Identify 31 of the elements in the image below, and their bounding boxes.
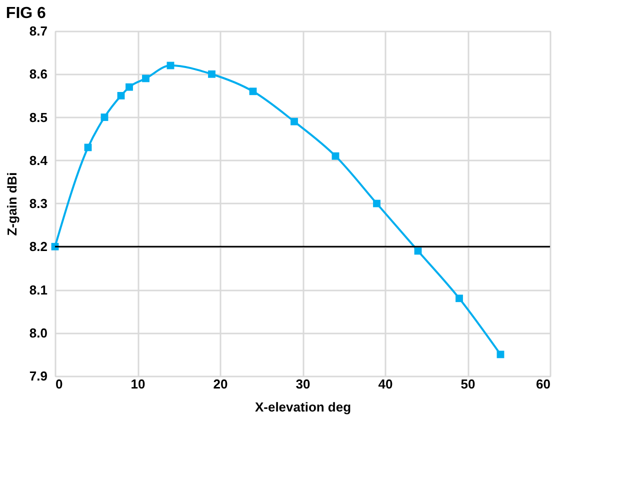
y-axis-title: Z-gain dBi — [4, 172, 20, 236]
y-tick-label: 7.9 — [29, 368, 48, 384]
point — [290, 118, 298, 126]
point — [332, 152, 340, 160]
chart-title: FIG 6 — [6, 5, 46, 22]
point — [100, 114, 108, 121]
x-tick-label: 0 — [56, 376, 63, 392]
point — [496, 350, 504, 358]
x-tick-label: 30 — [296, 376, 310, 392]
y-tick-label: 8.6 — [29, 66, 48, 82]
y-tick-label: 8.4 — [29, 152, 48, 168]
point — [249, 88, 257, 96]
point — [117, 92, 125, 100]
y-tick-label: 8.0 — [29, 325, 48, 340]
x-tick-label: 40 — [378, 376, 393, 392]
point — [456, 294, 463, 302]
y-tick-label: 8.5 — [29, 110, 48, 125]
y-tick-label: 8.3 — [29, 196, 48, 211]
point — [126, 83, 133, 91]
x-tick-label: 20 — [213, 376, 228, 392]
point — [373, 200, 380, 208]
y-tick-label: 8.1 — [29, 282, 48, 298]
point — [208, 70, 216, 78]
x-tick-label: 10 — [130, 376, 146, 392]
x-tick-label: 50 — [460, 376, 476, 392]
x-tick-label: 60 — [536, 376, 550, 392]
y-tick-label: 8.7 — [29, 24, 48, 38]
y-tick-label: 8.2 — [29, 239, 48, 254]
x-axis-title: X-elevation deg — [254, 400, 352, 414]
point — [84, 144, 92, 152]
point — [142, 74, 150, 82]
